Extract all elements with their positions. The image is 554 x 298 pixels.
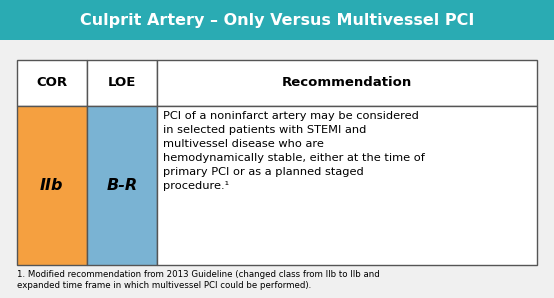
Text: Culprit Artery – Only Versus Multivessel PCI: Culprit Artery – Only Versus Multivessel… <box>80 13 474 28</box>
Bar <box>17 60 87 106</box>
Text: Recommendation: Recommendation <box>282 76 412 89</box>
Text: LOE: LOE <box>108 76 136 89</box>
Bar <box>87 60 157 106</box>
Text: 1. Modified recommendation from 2013 Guideline (changed class from IIb to IIb an: 1. Modified recommendation from 2013 Gui… <box>17 270 379 290</box>
Bar <box>87 106 157 265</box>
Text: COR: COR <box>36 76 68 89</box>
Text: B-R: B-R <box>106 178 138 193</box>
Bar <box>157 106 537 265</box>
Bar <box>17 106 87 265</box>
Bar <box>157 60 537 106</box>
Bar <box>0 0 554 40</box>
Text: PCI of a noninfarct artery may be considered
in selected patients with STEMI and: PCI of a noninfarct artery may be consid… <box>163 111 424 191</box>
Text: IIb: IIb <box>40 178 64 193</box>
